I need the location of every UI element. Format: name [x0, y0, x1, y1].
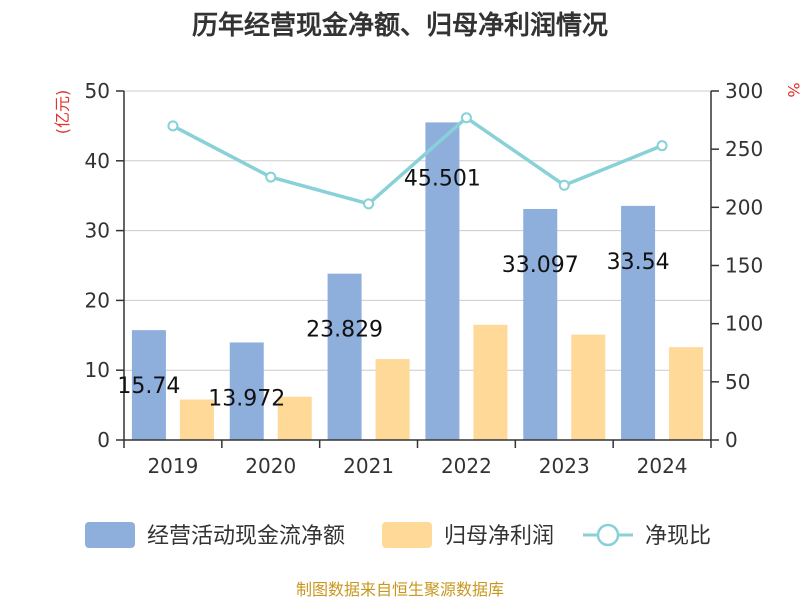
ratio-point: [167, 120, 179, 132]
legend-label-profit: 归母净利润: [444, 524, 554, 549]
data-label-cashflow: 13.972: [208, 386, 285, 411]
legend-label-cashflow: 经营活动现金流净额: [147, 524, 345, 549]
bar-profit: [571, 334, 606, 440]
bar-profit: [179, 399, 214, 440]
left-tick-label: 0: [97, 428, 110, 452]
x-tick-label: 2024: [637, 454, 688, 478]
data-labels: 15.74 13.972 23.829 45.501 33.097 33.54: [117, 166, 669, 411]
left-tick-label: 30: [85, 219, 110, 243]
x-tick-label: 2019: [147, 454, 198, 478]
bar-cashflow: [327, 273, 362, 440]
bar-cashflow: [131, 330, 166, 440]
bar-cashflow: [621, 205, 656, 440]
data-label-cashflow: 45.501: [404, 166, 481, 191]
ratio-point: [460, 112, 472, 124]
legend-label-ratio: 净现比: [645, 524, 711, 549]
left-tick-label: 50: [85, 79, 110, 103]
ratio-point: [656, 140, 668, 152]
bar-cashflow: [523, 208, 558, 440]
right-tick-label: 50: [725, 370, 750, 394]
bar-profit: [277, 396, 312, 440]
right-tick-label: 150: [725, 254, 763, 278]
legend-marker-ratio: [596, 523, 620, 547]
legend: 经营活动现金流净额 归母净利润 净现比: [85, 522, 711, 549]
left-tick-label: 40: [85, 149, 110, 173]
x-tick-label: 2023: [539, 454, 590, 478]
bars: [131, 122, 704, 441]
data-label-cashflow: 33.097: [502, 253, 579, 278]
ratio-point: [363, 198, 375, 210]
legend-swatch-cashflow: [85, 522, 135, 548]
bar-profit: [669, 347, 704, 440]
grid-lines: [124, 90, 711, 371]
right-axis-unit: %: [784, 82, 800, 97]
left-axis-unit: (亿元): [53, 90, 72, 135]
data-label-cashflow: 15.74: [117, 374, 180, 399]
right-tick-label: 0: [725, 428, 738, 452]
bar-profit: [375, 359, 410, 440]
ratio-line: [167, 112, 668, 210]
bar-cashflow: [425, 122, 460, 441]
left-tick-label: 10: [85, 358, 110, 382]
bar-cashflow: [229, 342, 264, 440]
x-tick-label: 2021: [343, 454, 394, 478]
chart-title: 历年经营现金净额、归母净利润情况: [192, 10, 608, 41]
right-tick-label: 300: [725, 79, 763, 103]
right-tick-label: 200: [725, 195, 763, 219]
x-tick-label: 2020: [245, 454, 296, 478]
ratio-line-path: [172, 116, 663, 206]
data-label-cashflow: 33.54: [607, 250, 670, 275]
axes: 0 10 20 30 40 50 0 50 100 150 200 250 300 2019 2020 202…: [85, 79, 764, 478]
x-tick-label: 2022: [441, 454, 492, 478]
ratio-point: [558, 179, 570, 191]
source-note: 制图数据来自恒生聚源数据库: [296, 580, 504, 599]
left-tick-label: 20: [85, 288, 110, 312]
right-tick-label: 100: [725, 312, 763, 336]
ratio-point: [265, 171, 277, 183]
right-tick-label: 250: [725, 137, 763, 161]
legend-swatch-profit: [382, 522, 432, 548]
bar-profit: [473, 324, 508, 440]
data-label-cashflow: 23.829: [306, 318, 383, 343]
